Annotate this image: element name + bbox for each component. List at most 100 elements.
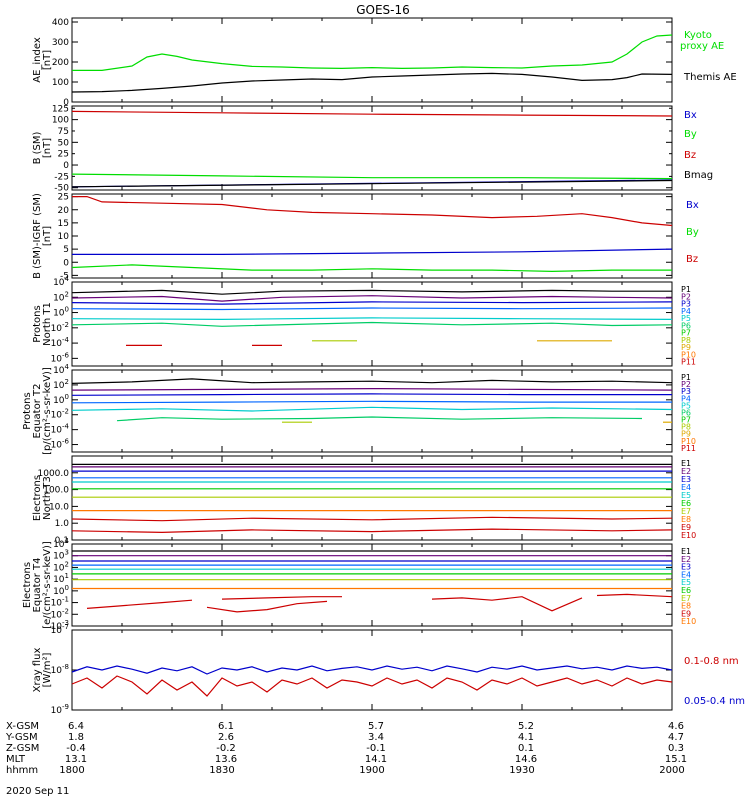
series-p3 [71,301,673,305]
ephemeris-value: 1800 [59,765,84,776]
legend-p7: P7 [681,416,691,425]
y-tick-label: 102 [53,560,69,573]
legend-p6: P6 [681,408,691,417]
y-axis-label: Xray flux [32,648,43,693]
y-axis-label: [nT] [42,50,53,70]
y-tick-label: 103 [53,549,69,562]
y-minor-tick-label: -25 [54,172,69,182]
legend-p3: P3 [681,387,691,396]
series-p3 [71,393,672,396]
legend-e7: E7 [681,594,691,603]
y-tick-label: 10-3 [51,619,69,632]
y-axis-label: [nT] [42,138,53,158]
ephemeris-value: 0.3 [668,743,684,754]
ephemeris-value: 4.1 [518,732,534,743]
y-tick-label: 104 [53,275,69,288]
legend-e3: E3 [681,563,691,572]
panel-ae: 0 100 200 300 400 AE_index [nT] [32,17,673,108]
y-tick-label: 10-4 [51,423,70,436]
y-tick-label: 5 [63,245,69,255]
y-tick-label: 10-6 [51,351,70,364]
legend-e1: E1 [681,459,691,468]
series-bx [72,248,673,255]
y-tick-label: -5 [60,271,69,281]
right-label-bsm: Bmag [684,170,713,181]
y-axis-label: North T1 [42,302,53,346]
y-tick-label: 10-7 [51,623,69,636]
series-e9 [206,600,328,613]
y-axis-label: AE_index [32,37,43,83]
legend-e9: E9 [681,609,691,618]
legend-e8: E8 [681,515,691,524]
series-p2 [71,295,673,302]
y-tick-label: 0.1 [55,536,69,546]
legend-p10: P10 [681,437,696,446]
series-p1 [71,289,672,295]
legend-e6: E6 [681,499,691,508]
right-label-bsm: Bx [684,110,697,121]
y-tick-label: 10-6 [51,438,70,451]
y-tick-label: 104 [53,537,69,550]
legend-e10: E10 [681,617,696,626]
ephemeris-value: 14.6 [515,754,537,765]
ephemeris-value: 13.6 [215,754,237,765]
ephemeris-value: 5.2 [518,721,534,732]
legend-e5: E5 [681,578,691,587]
legend-p4: P4 [681,307,691,316]
series-p6 [116,416,643,422]
panel-bsm: -50 0 50 100 -25 25 75 125 B (SM) [nT] [32,104,673,194]
right-label-bsm: By [684,129,697,140]
y-axis-label: North T3 [42,476,53,520]
series-e9 [221,596,342,600]
series-by [71,173,673,180]
ephemeris-value: -0.2 [216,743,236,754]
right-label-ae: Kyoto [684,30,712,41]
y-tick-label: 25 [58,193,69,203]
y-tick-label: 0 [63,98,69,108]
y-tick-label: 100.0 [43,486,69,496]
y-axis-label: [W/m²] [42,652,53,687]
y-tick-label: 50 [58,138,70,148]
legend-e3: E3 [681,475,691,484]
legend-p9: P9 [681,430,691,439]
legend-p11: P11 [681,444,696,453]
series-kyoto-proxy-ae [72,34,673,72]
y-axis-label: Equator T4 [32,558,43,613]
y-minor-tick-label: 125 [52,104,69,114]
ephemeris-value: 1.8 [68,732,84,743]
legend-e9: E9 [681,523,691,532]
y-tick-label: 15 [58,219,69,229]
ephemeris-value: 4.7 [668,732,684,743]
y-axis-label: [p/(cm²-s-sr-keV)] [42,367,53,455]
ephemeris-row-label: hhmm [6,765,38,776]
y-tick-label: 20 [58,206,70,216]
legend-e4: E4 [681,570,691,579]
series-by [71,264,672,273]
legend-p9: P9 [681,343,691,352]
y-tick-label: 10-2 [51,607,69,620]
panel-xray: 10-9 10-8 10-7 Xray flux [W/m²] [32,623,673,716]
y-axis-label: B (SM)-IGRF (SM) [32,193,43,279]
ephemeris-value: -0.1 [366,743,386,754]
series-0-05-0-4-nm [71,665,673,675]
y-minor-tick-label: 75 [58,127,69,137]
ephemeris-value: 1830 [209,765,234,776]
legend-p8: P8 [681,423,691,432]
legend-e2: E2 [681,555,691,564]
y-axis-label: Protons [22,392,33,429]
legend-p7: P7 [681,329,691,338]
right-label-bigrf: Bz [686,254,698,265]
panel-protons_t1: 10-6 10-4 10-2 100 102 104 Protons North T1 P1P2… [32,275,696,367]
y-tick-label: 100 [53,306,69,319]
right-label-bigrf: By [686,227,699,238]
y-tick-label: 10-9 [51,703,69,716]
y-tick-label: 10-8 [51,663,69,676]
plot-title: GOES-16 [356,3,410,17]
ephemeris-value: 6.1 [218,721,234,732]
y-tick-label: 0 [63,161,69,171]
y-tick-label: 10-4 [51,336,70,349]
legend-p2: P2 [681,380,691,389]
series-p5 [71,317,673,321]
